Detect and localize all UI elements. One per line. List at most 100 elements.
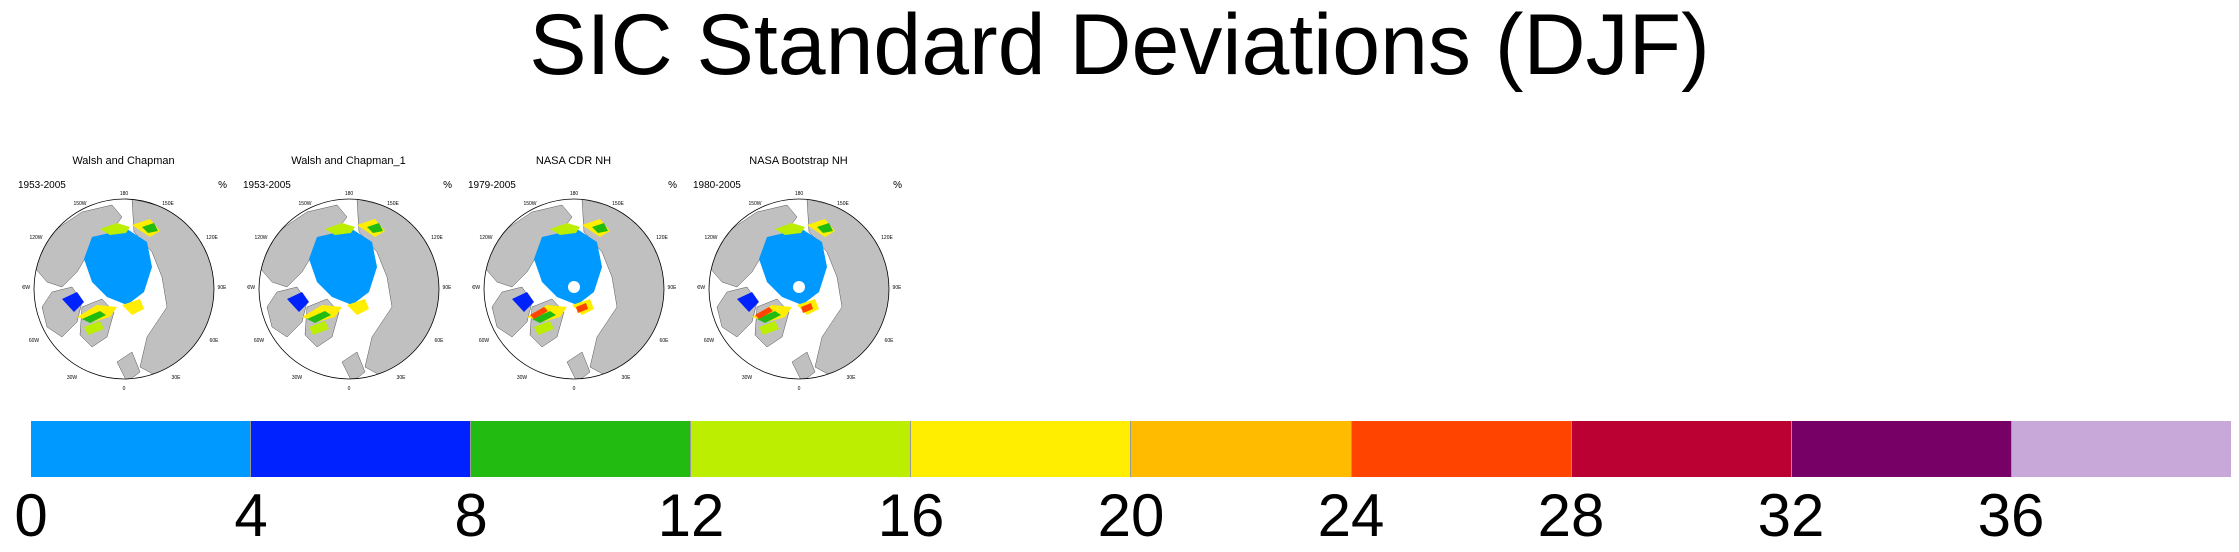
map-panel-walsh-chapman-1: Walsh and Chapman_1 1953-2005 % 180 150W 1…	[241, 155, 456, 391]
colorbar-segment	[1131, 421, 1352, 477]
longitude-label: 0	[123, 386, 126, 391]
longitude-label: 60W	[29, 338, 40, 344]
colorbar-segment	[1571, 421, 1792, 477]
arctic-ice	[309, 229, 377, 305]
marginal-zone	[532, 311, 556, 323]
longitude-label: 120E	[431, 235, 443, 241]
longitude-label: 90E	[218, 285, 226, 291]
panel-title: Walsh and Chapman	[72, 155, 175, 167]
longitude-label: 30W	[517, 375, 528, 381]
marginal-zone	[755, 307, 773, 319]
map-body	[34, 199, 214, 379]
map-panel-nasa-cdr-nh: NASA CDR NH 1979-2005 % 180 150W 150E 120W 1…	[466, 155, 681, 391]
longitude-label: 90E	[668, 285, 676, 291]
longitude-label: 60E	[660, 338, 670, 344]
marginal-zone	[534, 321, 554, 335]
longitude-label: 150W	[748, 201, 761, 207]
longitude-label: 30E	[847, 375, 857, 381]
longitude-label: 30E	[172, 375, 182, 381]
panel-units: %	[443, 180, 452, 191]
longitude-label: 150E	[387, 201, 399, 207]
marginal-zone	[817, 223, 833, 233]
colorbar-tick-label: 4	[234, 482, 268, 549]
longitude-label: 0	[348, 386, 351, 391]
colorbar-tick-label: 16	[877, 482, 945, 549]
longitude-label: 90W	[22, 285, 30, 291]
panel-title: Walsh and Chapman_1	[291, 155, 406, 167]
land-europe	[791, 351, 816, 379]
marginal-zone	[84, 321, 104, 335]
longitude-label: 180	[345, 191, 354, 197]
panel-years: 1953-2005	[18, 180, 66, 191]
land-europe	[566, 351, 591, 379]
longitude-label: 0	[573, 386, 576, 391]
marginal-zone	[759, 321, 779, 335]
colorbar-segment	[911, 421, 1132, 477]
colorbar-segment	[2011, 421, 2231, 477]
colorbar-tick-label: 24	[1317, 482, 1385, 549]
longitude-label: 150E	[162, 201, 174, 207]
colorbar-tick-label: 20	[1097, 482, 1165, 549]
longitude-label: 90W	[697, 285, 705, 291]
longitude-label: 150W	[73, 201, 86, 207]
pole-hole	[793, 281, 805, 293]
colorbar-segment	[471, 421, 692, 477]
longitude-label: 60W	[704, 338, 715, 344]
land-europe	[341, 351, 366, 379]
longitude-label: 180	[570, 191, 579, 197]
longitude-label: 30W	[742, 375, 753, 381]
map-panel-walsh-chapman: Walsh and Chapman 1953-2005 % 180 150W 150…	[16, 155, 231, 391]
longitude-label: 120E	[881, 235, 893, 241]
marginal-zone	[550, 223, 580, 235]
colorbar-segment	[31, 421, 252, 477]
marginal-zone	[775, 223, 805, 235]
longitude-label: 150W	[298, 201, 311, 207]
marginal-zone	[367, 223, 383, 233]
longitude-label: 90E	[443, 285, 451, 291]
map-body	[259, 199, 439, 379]
panel-years: 1980-2005	[693, 180, 741, 191]
longitude-label: 30E	[622, 375, 632, 381]
longitude-label: 60E	[435, 338, 445, 344]
marginal-zone	[100, 223, 130, 235]
longitude-label: 30W	[292, 375, 303, 381]
map-body	[709, 199, 889, 379]
arctic-ice	[759, 229, 827, 305]
marginal-zone	[325, 223, 355, 235]
longitude-label: 180	[120, 191, 129, 197]
marginal-zone	[287, 292, 309, 312]
colorbar-tick-label: 0	[14, 482, 48, 549]
marginal-zone	[307, 311, 331, 323]
panel-units: %	[668, 180, 677, 191]
map-border	[708, 198, 890, 380]
colorbar-tick-label: 32	[1757, 482, 1825, 549]
marginal-zone	[576, 303, 588, 313]
marginal-zone	[347, 299, 369, 315]
land-europe	[116, 351, 141, 379]
longitude-label: 150E	[612, 201, 624, 207]
marginal-zone	[530, 307, 548, 319]
longitude-label: 120W	[29, 235, 42, 241]
polar-map: 180 150W 150E 120W 120E 90W 90E 60W 60E 30W 30E 0	[247, 191, 451, 391]
longitude-label: 120W	[479, 235, 492, 241]
longitude-label: 180	[795, 191, 804, 197]
longitude-label: 0	[798, 386, 801, 391]
map-border	[33, 198, 215, 380]
longitude-label: 120E	[206, 235, 218, 241]
panel-units: %	[218, 180, 227, 191]
longitude-label: 30E	[397, 375, 407, 381]
map-border	[483, 198, 665, 380]
longitude-label: 60W	[479, 338, 490, 344]
figure-title: SIC Standard Deviations (DJF)	[529, 0, 1710, 93]
map-panel-nasa-bootstrap-nh: NASA Bootstrap NH 1980-2005 % 180 150W 150…	[691, 155, 906, 391]
panel-years: 1953-2005	[243, 180, 291, 191]
longitude-label: 120W	[254, 235, 267, 241]
arctic-ice	[534, 229, 602, 305]
longitude-label: 150W	[523, 201, 536, 207]
marginal-zone	[757, 311, 781, 323]
marginal-zone	[82, 311, 106, 323]
longitude-label: 90E	[893, 285, 901, 291]
marginal-zone	[62, 292, 84, 312]
map-border	[258, 198, 440, 380]
marginal-zone	[512, 292, 534, 312]
